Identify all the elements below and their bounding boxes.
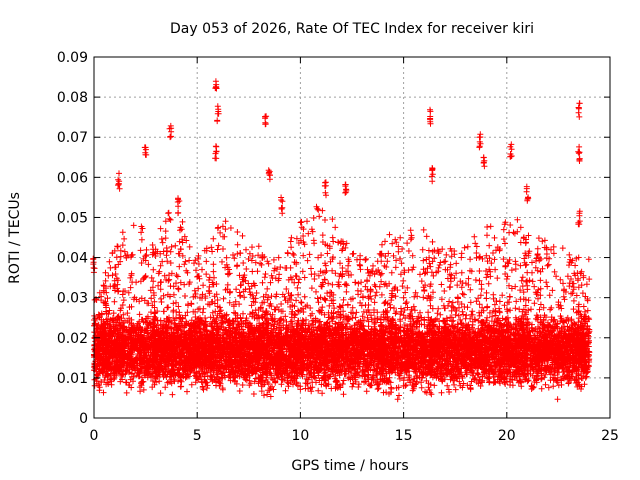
y-tick-label: 0.02 [57, 331, 88, 347]
x-tick-label: 5 [193, 428, 202, 444]
y-tick-label: 0.04 [57, 251, 88, 267]
y-tick-label: 0 [79, 411, 88, 427]
x-tick-label: 0 [90, 428, 99, 444]
x-tick-label: 20 [498, 428, 516, 444]
y-tick-label: 0.06 [57, 170, 88, 186]
y-axis-label: ROTI / TECUs [7, 192, 23, 284]
x-axis-label: GPS time / hours [291, 458, 408, 474]
chart-title: Day 053 of 2026, Rate Of TEC Index for r… [170, 21, 534, 37]
y-tick-label: 0.01 [57, 371, 88, 387]
axis-ticks: 0 0.01 0.02 0.03 0.04 0.05 0.06 0.07 0.08 0.09 0 5 1… [57, 50, 619, 444]
plot-frame [93, 56, 611, 419]
x-tick-label: 10 [291, 428, 309, 444]
y-tick-label: 0.07 [57, 130, 88, 146]
y-tick-label: 0.05 [57, 210, 88, 226]
scatter-points [90, 78, 593, 403]
y-tick-label: 0.03 [57, 291, 88, 307]
x-tick-label: 25 [601, 428, 619, 444]
data-points [90, 78, 593, 403]
y-tick-label: 0.08 [57, 90, 88, 106]
x-tick-label: 15 [395, 428, 413, 444]
y-tick-label: 0.09 [57, 50, 88, 66]
